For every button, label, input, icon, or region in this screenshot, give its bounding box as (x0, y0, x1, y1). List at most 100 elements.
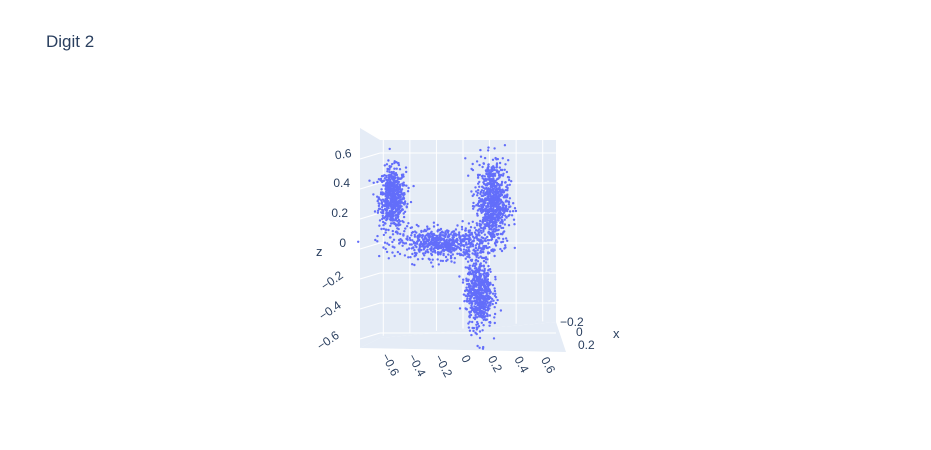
z-axis-label: z (316, 244, 323, 259)
data-point (481, 295, 484, 298)
data-point (410, 231, 414, 235)
data-point (473, 311, 477, 314)
data-point (417, 225, 420, 228)
data-point (462, 234, 465, 237)
data-point (403, 210, 407, 213)
data-point (491, 230, 494, 233)
data-point (501, 213, 504, 216)
data-point (407, 222, 410, 225)
data-point (393, 203, 396, 206)
data-point (483, 182, 486, 186)
data-point (500, 226, 503, 230)
data-point (480, 175, 484, 178)
data-point (484, 208, 487, 211)
data-point (478, 330, 482, 333)
data-point (454, 232, 457, 235)
data-point (406, 202, 409, 206)
data-point (472, 329, 475, 333)
data-point (469, 226, 473, 229)
data-point (385, 163, 389, 166)
data-point (493, 312, 497, 316)
data-point (489, 270, 492, 273)
data-point (374, 238, 377, 242)
data-point (469, 267, 472, 270)
data-point (487, 285, 490, 289)
data-point (488, 217, 491, 220)
data-point (473, 292, 477, 295)
data-point (485, 184, 489, 187)
data-point (388, 236, 392, 239)
data-point (487, 264, 490, 268)
data-point (438, 246, 442, 249)
data-point (485, 212, 488, 215)
data-point (393, 167, 396, 170)
data-point (485, 312, 488, 315)
data-point (445, 244, 449, 248)
data-point (394, 192, 398, 195)
data-point (482, 229, 485, 232)
data-point (396, 205, 400, 208)
data-point (476, 254, 479, 257)
data-point (490, 220, 494, 223)
data-point (407, 186, 410, 190)
data-point (500, 249, 504, 253)
data-point (486, 274, 490, 278)
data-point (470, 288, 473, 291)
data-point (377, 196, 380, 199)
data-point (488, 207, 491, 210)
data-point (494, 275, 497, 279)
data-point (464, 227, 467, 230)
data-point (386, 203, 389, 206)
data-point (436, 258, 439, 261)
data-point (387, 228, 390, 232)
data-point (493, 190, 496, 193)
data-point (475, 279, 479, 283)
data-point (496, 298, 499, 302)
data-point (392, 196, 395, 200)
data-point (512, 202, 515, 205)
data-point (428, 227, 431, 230)
data-point (384, 231, 387, 234)
data-point (494, 194, 497, 198)
data-point (471, 264, 474, 268)
data-point (480, 204, 484, 208)
data-point (466, 297, 469, 300)
data-point (458, 236, 462, 239)
data-point (476, 176, 480, 179)
data-point (498, 211, 501, 214)
data-point (488, 314, 492, 317)
data-point (380, 188, 383, 191)
data-point (399, 194, 402, 197)
data-point (467, 240, 471, 243)
data-point (438, 241, 441, 244)
data-point (469, 294, 473, 297)
data-point (389, 197, 392, 200)
data-point (506, 239, 509, 242)
data-point (504, 244, 507, 247)
data-point (467, 322, 470, 325)
data-point (431, 265, 434, 268)
data-point (412, 242, 416, 245)
data-point (427, 251, 430, 254)
data-point (477, 283, 480, 287)
data-point (380, 205, 384, 209)
data-point (493, 205, 496, 208)
data-point (471, 320, 474, 324)
data-point (472, 285, 475, 288)
data-point (475, 316, 479, 319)
data-point (480, 284, 483, 287)
data-point (407, 247, 411, 250)
data-point (471, 300, 474, 303)
data-point (498, 173, 501, 176)
data-point (396, 250, 400, 254)
data-point (412, 246, 415, 249)
data-point (450, 260, 453, 263)
data-point (404, 242, 408, 245)
data-point (410, 234, 413, 237)
data-point (491, 302, 494, 306)
data-point (397, 161, 400, 165)
data-point (503, 210, 506, 213)
data-point (451, 246, 454, 250)
data-point (469, 291, 472, 294)
